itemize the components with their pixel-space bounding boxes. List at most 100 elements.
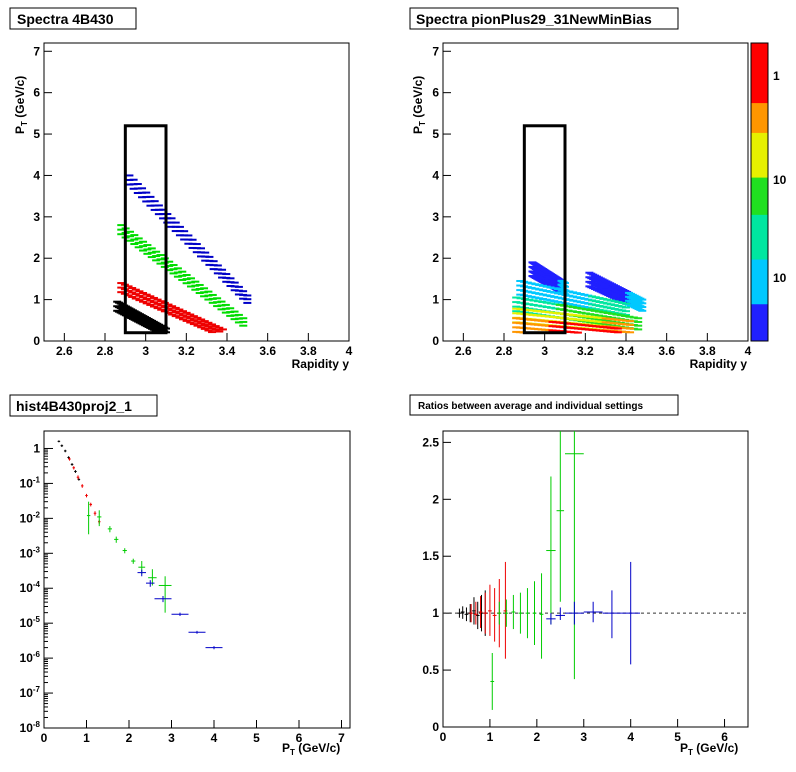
panel-tl-band-cell <box>165 264 174 267</box>
colorbar-label: 10 <box>773 271 787 285</box>
panel-tl-band-cell <box>138 191 147 194</box>
colorbar-segment <box>751 333 768 342</box>
panel-bl-ytick-label: 10-8 <box>20 720 41 735</box>
panel-br-ytick-label: 0 <box>432 720 439 734</box>
panel-tr-band-cell <box>532 314 541 317</box>
panel-tr-band-cell <box>617 330 626 333</box>
panel-tl-band-cell <box>197 322 206 325</box>
colorbar-segment <box>751 311 768 320</box>
panel-tr-band-cell <box>634 317 643 320</box>
panel-tl-band-cell <box>135 294 144 297</box>
colorbar-segment <box>751 214 768 223</box>
panel-tl-band-cell <box>221 307 230 310</box>
panel-tl-band-cell <box>139 245 148 248</box>
colorbar-segment <box>751 273 768 282</box>
panel-tr-band-cell <box>626 320 635 323</box>
panel-tl-band-cell <box>131 293 140 296</box>
panel-tl-band-cell <box>215 326 224 329</box>
panel-tr-band-cell <box>524 309 533 312</box>
panel-tr-band-cell <box>524 313 533 316</box>
panel-bl-title-text: hist4B430proj2_1 <box>16 398 132 414</box>
panel-tr-band-cell <box>622 302 630 305</box>
panel-bl-series <box>137 569 223 650</box>
panel-tl-band-cell <box>213 264 222 267</box>
panel-tl-band-cell <box>152 250 161 253</box>
panel-tr-band-cell <box>638 309 647 312</box>
panel-tl-band-cell <box>168 309 177 312</box>
panel-tl-band-cell <box>117 286 126 289</box>
panel-tl-band-cell <box>131 297 140 300</box>
panel-tr-band-cell <box>586 321 595 324</box>
panel-tr-ytick-label: 6 <box>432 86 439 100</box>
panel-tr-band-cell <box>512 310 521 313</box>
panel-tl-band-cell <box>175 230 184 233</box>
panel-tl-band-cell <box>142 196 151 199</box>
panel-tl-band <box>117 224 248 327</box>
panel-tl-acceptance-box <box>123 124 168 335</box>
panel-tr-band-cell <box>569 318 578 321</box>
panel-tr-band-cell <box>617 319 626 322</box>
panel-tl-band-cell <box>195 292 204 295</box>
panel-tr-ytick-label: 3 <box>432 210 439 224</box>
panel-tl-band-cell <box>169 272 178 275</box>
panel-tl-band-cell <box>142 297 151 300</box>
colorbar-segment <box>751 65 768 74</box>
panel-bl-ytick-label: 1 <box>33 441 40 455</box>
panel-bl-xtick-label: 6 <box>296 731 303 745</box>
panel-tl-band-cell <box>134 246 143 249</box>
panel-br-ytick-label: 2 <box>432 492 439 506</box>
colorbar-segment <box>751 244 768 253</box>
panel-bl-ytick-label: 10-4 <box>20 580 41 595</box>
panel-tr-xtick-label: 2.8 <box>496 344 513 358</box>
panel-tl-band-cell <box>171 221 180 224</box>
panel-tr-xtick-label: 3 <box>541 344 548 358</box>
panel-tr-band-cell <box>617 326 626 329</box>
panel-tr-band-cell <box>599 311 608 314</box>
panel-tl-band-cell <box>159 217 168 220</box>
panel-tr-band-cell <box>544 311 553 314</box>
panel-tl-band-cell <box>117 233 126 236</box>
panel-tl-xtick-label: 2.6 <box>56 344 73 358</box>
panel-tr-band-cell <box>569 313 578 316</box>
panel-tr-band-cell <box>547 302 556 305</box>
panel-tr-band-cell <box>536 310 545 313</box>
panel-tr-band-cell <box>601 317 610 320</box>
panel-tl-band-cell <box>142 191 151 194</box>
panel-bl-xtick-label: 2 <box>126 731 133 745</box>
panel-tl-band-cell <box>157 308 166 311</box>
panel-tr-band-cell <box>565 313 574 316</box>
panel-tl-band-cell <box>154 204 163 207</box>
colorbar-segment <box>751 192 768 200</box>
colorbar-segment <box>751 236 768 245</box>
panel-tr-band-cell <box>525 303 534 306</box>
panel-tl-band-cell <box>178 274 187 277</box>
panel-tl-band-cell <box>169 268 178 271</box>
panel-tl-band-cell <box>178 270 187 273</box>
panel-tl-band-cell <box>168 305 177 308</box>
colorbar-frame <box>750 42 769 342</box>
panel-tl-band-cell <box>125 178 134 181</box>
panel-tr-band-cell <box>612 313 621 316</box>
panel-tl-band-cell <box>134 237 143 240</box>
panel-tr-band-cell <box>556 312 565 315</box>
panel-tl-band-cell <box>234 285 243 288</box>
panel-tr-xtick-label: 3.8 <box>699 344 716 358</box>
panel-tl-frame <box>43 42 350 342</box>
panel-tl-band-cell <box>186 285 195 288</box>
panel-tl-band-cell <box>173 271 182 274</box>
panel-tl-band-cell <box>188 242 197 245</box>
panel-bl-ytick-label: 10-2 <box>20 510 41 525</box>
panel-tr-xtick-label: 4 <box>745 344 752 358</box>
panel-tl-band-cell <box>193 316 202 319</box>
panel-tr-band-cell <box>613 331 622 334</box>
panel-tl-band-cell <box>189 323 198 326</box>
panel-tl-band-cell <box>209 264 218 267</box>
panel-tl-band-cell <box>230 289 239 292</box>
panel-tl-band-cell <box>175 225 184 228</box>
panel-tl-band-cell <box>230 318 239 321</box>
panel-br-ytick-label: 1.5 <box>422 549 439 563</box>
panel-tr-band-cell <box>593 320 602 323</box>
panel-tl-band-cell <box>135 290 144 293</box>
panel-tl-band-cell <box>128 291 137 294</box>
panel-br-xtick-label: 1 <box>487 730 494 744</box>
